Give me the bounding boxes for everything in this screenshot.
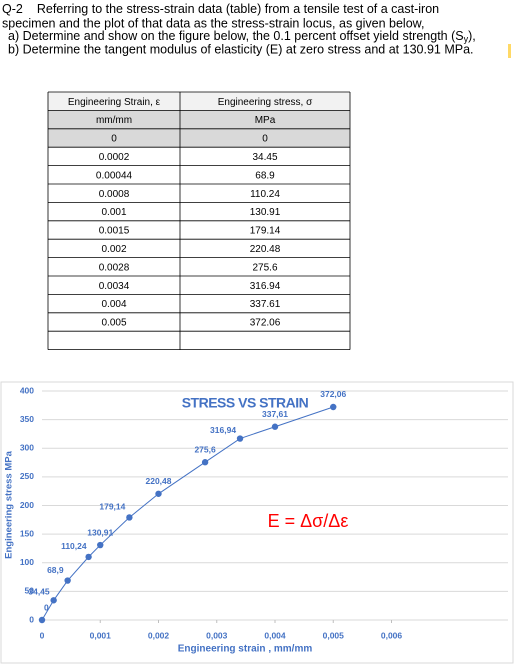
table-row xyxy=(48,184,350,203)
table-cell: 275.6 xyxy=(252,262,277,273)
y-tick-label: 150 xyxy=(20,528,34,538)
data-point xyxy=(236,435,244,442)
table-row xyxy=(48,220,350,240)
table-cell: Engineering Strain, ε xyxy=(68,97,161,108)
question-text: Referring to the stress-strain data (tab… xyxy=(37,2,439,16)
table-cell: Engineering stress, σ xyxy=(218,97,313,108)
chart: 0 50 100 150 200 250 300 350 400 0 0,001 0,002 0,003… xyxy=(4,385,508,655)
data-label: 130,91 xyxy=(87,527,113,537)
y-tick-label: 300 xyxy=(20,443,34,453)
table-cell: MPa xyxy=(255,115,276,126)
data-label: 34,45 xyxy=(28,587,50,597)
table-cell: 0.002 xyxy=(101,244,126,255)
question-text: specimen and the plot of that data as th… xyxy=(2,16,424,30)
x-tick-label: 0,005 xyxy=(323,630,345,640)
data-point xyxy=(330,403,337,411)
chart-title: STRESS VS STRAIN xyxy=(182,395,309,411)
data-label: 110,24 xyxy=(61,541,87,551)
table-cell: 0.0015 xyxy=(99,226,130,237)
table-cell: 179.14 xyxy=(250,226,281,237)
data-point xyxy=(201,459,209,466)
table-cell: 316.94 xyxy=(250,281,281,292)
data-point xyxy=(50,597,57,604)
x-axis-title: Engineering strain , mm/mm xyxy=(178,644,313,655)
table-row xyxy=(48,202,350,221)
data-label: 372,06 xyxy=(320,389,346,399)
chart-frame xyxy=(0,381,514,664)
x-tick-label: 0,004 xyxy=(264,630,286,640)
data-label: 220,48 xyxy=(146,476,172,486)
y-tick-label: 400 xyxy=(20,385,34,395)
x-tick-label: 0,006 xyxy=(381,630,403,640)
y-tick-label: 350 xyxy=(20,414,34,424)
data-label: 179,14 xyxy=(99,502,125,512)
x-tick-label: 0 xyxy=(40,630,45,640)
table-cell: 68.9 xyxy=(255,170,275,181)
part-a-text: a) Determine and show on the figure belo… xyxy=(8,29,464,43)
table-cell: 0.004 xyxy=(101,299,126,310)
data-point xyxy=(97,541,104,549)
subscript: y xyxy=(464,34,469,44)
data-point xyxy=(38,616,46,624)
table: Engineering Strain, ε Engineering stress,… xyxy=(47,91,351,351)
table-cell: 0 xyxy=(111,134,117,145)
y-tick-label: 200 xyxy=(20,500,34,510)
data-point xyxy=(85,553,92,561)
y-tick-label: 100 xyxy=(20,557,34,567)
y-tick-label: 250 xyxy=(20,471,34,481)
table-row xyxy=(48,92,350,111)
data-point xyxy=(126,514,133,521)
table-row xyxy=(48,257,350,276)
table-row xyxy=(48,128,350,148)
table-cell: 0.001 xyxy=(101,207,126,218)
table-cell: 130.91 xyxy=(250,207,281,218)
table-cell: 0.005 xyxy=(101,318,126,329)
table-cell: 0.0008 xyxy=(99,189,130,200)
data-label: 0 xyxy=(44,602,49,612)
data-point xyxy=(271,423,279,430)
data-point xyxy=(64,577,71,584)
table-row xyxy=(48,276,350,295)
x-tick-label: 0,002 xyxy=(148,630,170,640)
x-tick-label: 0,003 xyxy=(206,630,228,640)
question-number: Q-2 xyxy=(2,2,23,16)
y-axis-title: Engineering stress MPa xyxy=(4,450,15,558)
highlight xyxy=(508,44,511,58)
question-line: Q-2 Referring to the stress-strain data (… xyxy=(2,2,439,16)
y-tick-label: 50 xyxy=(25,586,35,596)
table-cell: 110.24 xyxy=(250,189,280,200)
table-cell: 34.45 xyxy=(252,152,277,163)
x-tick-label: 0,001 xyxy=(90,630,112,640)
table-cell: 0.0028 xyxy=(99,262,130,273)
table-cell: 0.0034 xyxy=(99,281,130,292)
table-cell: 220.48 xyxy=(250,244,281,255)
y-tick-label: 0 xyxy=(29,614,34,624)
annotation: E = Δσ/Δε xyxy=(268,511,349,531)
table-row xyxy=(48,165,350,184)
part-a-text: ), xyxy=(468,29,476,43)
question-part: b) Determine the tangent modulus of elas… xyxy=(8,42,474,56)
table-row xyxy=(48,147,350,166)
data-label: 68,9 xyxy=(47,565,64,575)
question-part: a) Determine and show on the figure belo… xyxy=(8,29,476,44)
table-cell: 337.61 xyxy=(250,299,281,310)
data-label: 275,6 xyxy=(194,444,216,454)
table-row xyxy=(48,239,350,258)
data-point xyxy=(155,490,162,497)
table-cell: 372.06 xyxy=(250,318,281,329)
table-row xyxy=(48,294,350,313)
table-cell: 0 xyxy=(262,134,268,145)
table-row xyxy=(48,110,350,129)
table-cell: 0.00044 xyxy=(96,170,133,181)
table-cell: 0.0002 xyxy=(99,152,130,163)
table-row xyxy=(48,312,350,332)
data-label: 316,94 xyxy=(210,425,236,435)
table-cell: mm/mm xyxy=(96,115,132,126)
data-label: 337,61 xyxy=(262,409,288,419)
